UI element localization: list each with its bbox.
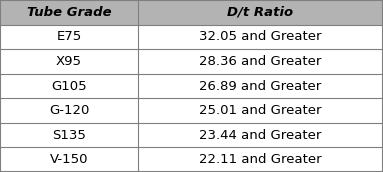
Text: 23.44 and Greater: 23.44 and Greater (199, 129, 322, 142)
Text: 22.11 and Greater: 22.11 and Greater (199, 153, 322, 166)
Text: G-120: G-120 (49, 104, 89, 117)
Bar (0, 49, 383, 74)
Text: Tube Grade: Tube Grade (27, 6, 111, 19)
Text: V-150: V-150 (50, 153, 88, 166)
Text: X95: X95 (56, 55, 82, 68)
Bar (0, 98, 383, 123)
Text: 32.05 and Greater: 32.05 and Greater (199, 30, 322, 43)
Text: 25.01 and Greater: 25.01 and Greater (199, 104, 322, 117)
Text: 26.89 and Greater: 26.89 and Greater (199, 79, 322, 93)
Text: D/t Ratio: D/t Ratio (228, 6, 293, 19)
Bar (0, 0, 383, 25)
Bar (0, 25, 383, 49)
Bar (0, 123, 383, 147)
Text: G105: G105 (51, 79, 87, 93)
Bar (0, 74, 383, 98)
Bar (0, 147, 383, 172)
Text: S135: S135 (52, 129, 86, 142)
Text: 28.36 and Greater: 28.36 and Greater (199, 55, 322, 68)
Text: E75: E75 (56, 30, 82, 43)
